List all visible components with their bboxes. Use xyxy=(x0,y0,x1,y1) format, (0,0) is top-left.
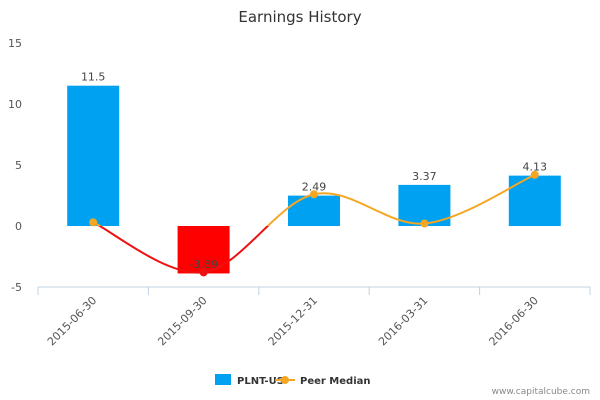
bar-data-label: -3.89 xyxy=(189,258,217,271)
bar-series xyxy=(67,85,561,274)
chart-title: Earnings History xyxy=(238,8,361,26)
bar-data-label: 3.37 xyxy=(412,170,437,183)
legend-swatch-plnt xyxy=(215,374,231,385)
bar-data-label: 4.13 xyxy=(523,161,548,174)
y-tick-label: -5 xyxy=(11,281,22,294)
x-tick-label: 2016-06-30 xyxy=(487,294,541,348)
peer-median-point xyxy=(199,268,208,277)
peer-median-point xyxy=(89,218,98,227)
legend-label-peer: Peer Median xyxy=(300,376,371,387)
peer-median-point xyxy=(420,219,429,228)
x-tick-label: 2015-06-30 xyxy=(45,294,99,348)
line-series xyxy=(89,170,539,277)
credit-text: www.capitalcube.com xyxy=(492,387,590,397)
x-tick-label: 2015-09-30 xyxy=(155,294,209,348)
data-labels: 11.5 -3.89 2.49 3.37 4.13 xyxy=(81,71,547,271)
legend: PLNT-US Peer Median xyxy=(215,374,371,387)
x-tick-label: 2015-12-31 xyxy=(266,294,320,348)
bar-data-label: 2.49 xyxy=(302,181,327,194)
y-tick-label: 0 xyxy=(15,220,22,233)
peer-median-point xyxy=(310,190,318,199)
y-tick-label: 5 xyxy=(15,159,22,172)
bar-data-label: 11.5 xyxy=(81,71,106,84)
legend-label-plnt: PLNT-US xyxy=(237,376,284,387)
peer-median-line-negative xyxy=(97,226,270,274)
bar xyxy=(508,175,561,226)
bar xyxy=(67,85,120,226)
peer-median-point xyxy=(530,170,539,179)
legend-marker-peer xyxy=(281,376,289,384)
x-tick-label: 2016-03-31 xyxy=(376,294,430,348)
y-axis: 15 10 5 0 -5 xyxy=(8,37,22,294)
bar xyxy=(288,195,340,226)
x-axis: 2015-06-30 2015-09-30 2015-12-31 2016-03-31… xyxy=(37,286,591,348)
y-tick-label: 15 xyxy=(8,37,22,50)
y-tick-label: 10 xyxy=(8,98,22,111)
